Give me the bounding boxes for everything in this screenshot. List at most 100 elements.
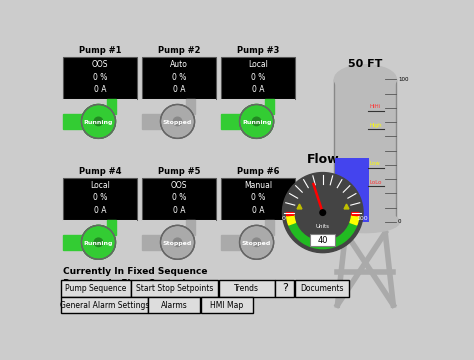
Bar [186, 220, 194, 235]
Wedge shape [350, 215, 359, 225]
Circle shape [94, 238, 103, 247]
Text: Stopped: Stopped [163, 241, 192, 246]
Circle shape [82, 225, 116, 259]
FancyBboxPatch shape [295, 280, 349, 297]
Circle shape [161, 104, 194, 138]
FancyBboxPatch shape [275, 280, 294, 297]
Text: 0 A: 0 A [252, 206, 264, 215]
FancyBboxPatch shape [61, 280, 130, 297]
Circle shape [82, 104, 116, 138]
Ellipse shape [334, 65, 396, 94]
FancyBboxPatch shape [221, 99, 295, 142]
FancyBboxPatch shape [131, 280, 218, 297]
Circle shape [161, 225, 194, 259]
Text: Stopped: Stopped [163, 120, 192, 125]
Text: 40: 40 [318, 235, 328, 244]
Circle shape [252, 238, 261, 247]
Text: Pump #2: Pump #2 [158, 46, 200, 55]
Text: Documents: Documents [300, 284, 344, 293]
FancyBboxPatch shape [142, 220, 216, 263]
FancyBboxPatch shape [142, 178, 216, 220]
Text: Units: Units [316, 224, 330, 229]
Circle shape [161, 104, 194, 138]
Text: Running: Running [84, 241, 113, 246]
Circle shape [161, 225, 194, 259]
Text: 0 %: 0 % [93, 73, 107, 82]
Text: 0 %: 0 % [251, 193, 265, 202]
Text: 0 A: 0 A [94, 206, 106, 215]
FancyBboxPatch shape [310, 234, 335, 246]
Text: HiHi: HiHi [369, 104, 380, 109]
Text: 0 %: 0 % [93, 193, 107, 202]
Circle shape [320, 210, 326, 215]
Text: Local: Local [90, 181, 110, 190]
Text: 0 A: 0 A [173, 206, 185, 215]
FancyBboxPatch shape [63, 220, 137, 263]
Circle shape [283, 172, 363, 253]
FancyBboxPatch shape [63, 57, 137, 99]
FancyBboxPatch shape [142, 57, 216, 99]
Circle shape [239, 104, 273, 138]
Text: Pump Sequence: Pump Sequence [65, 284, 127, 293]
Text: Start Stop Setpoints: Start Stop Setpoints [136, 284, 213, 293]
Text: LoLo: LoLo [369, 180, 382, 185]
Circle shape [239, 225, 273, 259]
FancyBboxPatch shape [219, 280, 275, 297]
Bar [334, 80, 396, 222]
Text: Auto: Auto [170, 60, 188, 69]
Text: 50 FT: 50 FT [348, 59, 383, 69]
Wedge shape [289, 222, 357, 249]
Text: Stopped: Stopped [242, 241, 271, 246]
Bar [107, 99, 116, 114]
Text: OOS: OOS [91, 60, 108, 69]
Bar [186, 99, 194, 114]
Bar [335, 158, 369, 222]
Text: HMI Map: HMI Map [210, 301, 244, 310]
Text: Pump #5: Pump #5 [158, 167, 200, 176]
Circle shape [173, 238, 182, 247]
Text: Running: Running [84, 120, 113, 125]
Text: Flow: Flow [306, 153, 339, 166]
Wedge shape [352, 213, 359, 216]
Text: General Alarm Settings: General Alarm Settings [60, 301, 149, 310]
FancyBboxPatch shape [63, 178, 137, 220]
FancyBboxPatch shape [148, 297, 201, 314]
Circle shape [239, 104, 273, 138]
Text: Trends: Trends [234, 284, 259, 293]
Wedge shape [287, 215, 295, 225]
Bar [265, 220, 273, 235]
FancyBboxPatch shape [221, 178, 295, 220]
Circle shape [82, 104, 116, 138]
FancyBboxPatch shape [142, 99, 216, 142]
Text: 0 A: 0 A [252, 85, 264, 94]
FancyBboxPatch shape [221, 220, 295, 263]
Text: 100: 100 [356, 216, 368, 221]
Text: Manual: Manual [244, 181, 272, 190]
Circle shape [94, 117, 103, 126]
Circle shape [173, 117, 182, 126]
Bar [265, 99, 273, 114]
FancyBboxPatch shape [221, 57, 295, 99]
Text: Running: Running [242, 120, 271, 125]
FancyBboxPatch shape [63, 99, 137, 142]
Circle shape [82, 225, 116, 259]
Text: 100: 100 [398, 77, 409, 82]
Text: 0 %: 0 % [251, 73, 265, 82]
Ellipse shape [331, 211, 400, 233]
Bar [107, 220, 116, 235]
FancyBboxPatch shape [201, 297, 253, 314]
Text: 0 %: 0 % [172, 193, 186, 202]
Text: 0 %: 0 % [172, 73, 186, 82]
Text: Currently In Fixed Sequence: Currently In Fixed Sequence [63, 266, 208, 275]
Bar [63, 235, 82, 250]
Bar [63, 114, 82, 129]
Bar [221, 114, 240, 129]
FancyBboxPatch shape [61, 297, 147, 314]
Text: Pump #3: Pump #3 [237, 46, 279, 55]
Text: Running in Flow Control: Running in Flow Control [63, 279, 186, 288]
Circle shape [239, 225, 273, 259]
Text: 0 A: 0 A [94, 85, 106, 94]
Text: 0: 0 [398, 219, 401, 224]
Wedge shape [286, 213, 294, 216]
Text: 0 A: 0 A [173, 85, 185, 94]
